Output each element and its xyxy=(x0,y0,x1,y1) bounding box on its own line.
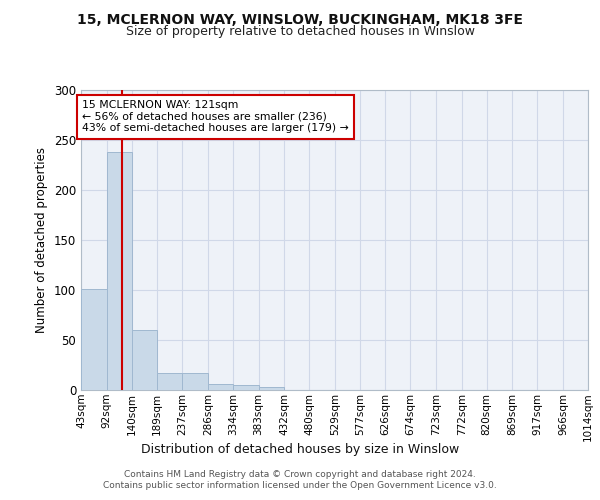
Bar xyxy=(107,152,131,390)
Text: Size of property relative to detached houses in Winslow: Size of property relative to detached ho… xyxy=(125,25,475,38)
Bar xyxy=(259,387,284,390)
Bar xyxy=(182,373,208,390)
Bar xyxy=(208,384,233,390)
Bar xyxy=(233,385,259,390)
Text: Contains public sector information licensed under the Open Government Licence v3: Contains public sector information licen… xyxy=(103,481,497,490)
Text: 15 MCLERNON WAY: 121sqm
← 56% of detached houses are smaller (236)
43% of semi-d: 15 MCLERNON WAY: 121sqm ← 56% of detache… xyxy=(82,100,349,133)
Y-axis label: Number of detached properties: Number of detached properties xyxy=(35,147,49,333)
Bar xyxy=(131,330,157,390)
Text: Contains HM Land Registry data © Crown copyright and database right 2024.: Contains HM Land Registry data © Crown c… xyxy=(124,470,476,479)
Bar xyxy=(157,373,182,390)
Bar xyxy=(81,289,107,390)
Text: 15, MCLERNON WAY, WINSLOW, BUCKINGHAM, MK18 3FE: 15, MCLERNON WAY, WINSLOW, BUCKINGHAM, M… xyxy=(77,12,523,26)
Text: Distribution of detached houses by size in Winslow: Distribution of detached houses by size … xyxy=(141,442,459,456)
